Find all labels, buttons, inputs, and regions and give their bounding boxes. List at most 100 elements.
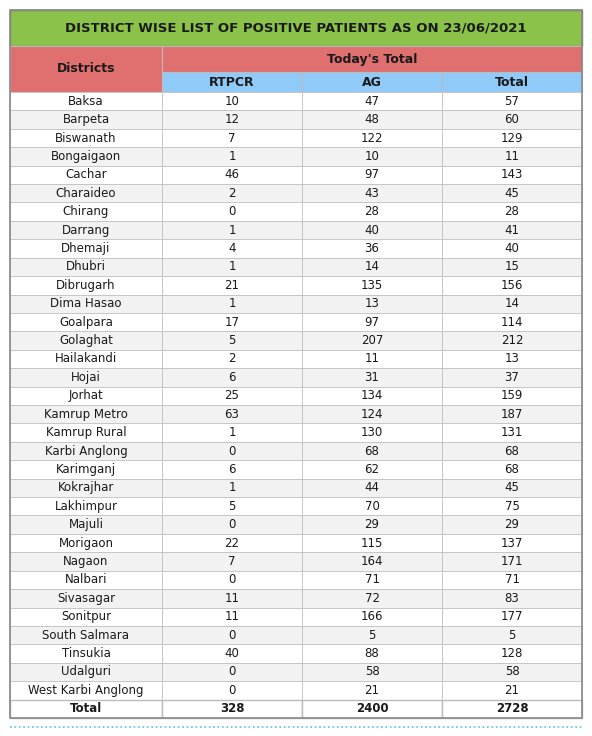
Text: 124: 124: [361, 408, 383, 421]
Bar: [162, 682, 302, 700]
Text: 131: 131: [501, 426, 523, 439]
Text: Charaideo: Charaideo: [56, 187, 116, 199]
Bar: [302, 166, 442, 184]
Text: Morigaon: Morigaon: [59, 537, 114, 550]
Text: 0: 0: [229, 518, 236, 531]
Bar: [10, 644, 162, 662]
Text: Nagaon: Nagaon: [63, 555, 109, 568]
Text: 40: 40: [504, 242, 519, 255]
Text: 1: 1: [229, 261, 236, 273]
Text: Nalbari: Nalbari: [65, 573, 107, 587]
Bar: [442, 386, 582, 405]
Bar: [162, 534, 302, 552]
Text: 135: 135: [361, 279, 383, 291]
Bar: [442, 202, 582, 221]
Text: 25: 25: [224, 389, 239, 403]
Bar: [442, 110, 582, 129]
Text: 0: 0: [229, 573, 236, 587]
Text: Goalpara: Goalpara: [59, 316, 113, 329]
Text: Sivasagar: Sivasagar: [57, 592, 115, 605]
Bar: [442, 221, 582, 239]
Bar: [10, 682, 162, 700]
Bar: [442, 184, 582, 202]
Bar: [302, 497, 442, 515]
Text: 11: 11: [365, 353, 379, 366]
Text: 2: 2: [229, 187, 236, 199]
Bar: [10, 276, 162, 294]
Bar: [302, 110, 442, 129]
Bar: [10, 607, 162, 626]
Bar: [10, 626, 162, 644]
Text: Cachar: Cachar: [65, 169, 107, 181]
Text: 31: 31: [365, 371, 379, 384]
Text: DISTRICT WISE LIST OF POSITIVE PATIENTS AS ON 23/06/2021: DISTRICT WISE LIST OF POSITIVE PATIENTS …: [65, 21, 527, 35]
Bar: [10, 202, 162, 221]
Bar: [10, 497, 162, 515]
Text: Dibrugarh: Dibrugarh: [56, 279, 116, 291]
Text: 0: 0: [229, 445, 236, 458]
Bar: [10, 423, 162, 442]
Text: 83: 83: [504, 592, 519, 605]
Text: 159: 159: [501, 389, 523, 403]
Bar: [442, 166, 582, 184]
Text: 57: 57: [504, 95, 519, 107]
Text: 171: 171: [501, 555, 523, 568]
Text: 11: 11: [504, 150, 520, 163]
Text: Dhemaji: Dhemaji: [62, 242, 111, 255]
Bar: [162, 497, 302, 515]
Text: Golaghat: Golaghat: [59, 334, 113, 347]
Bar: [162, 166, 302, 184]
Text: 5: 5: [368, 629, 376, 642]
Bar: [442, 258, 582, 276]
Text: 187: 187: [501, 408, 523, 421]
Bar: [162, 221, 302, 239]
Text: Dhubri: Dhubri: [66, 261, 106, 273]
Text: 88: 88: [365, 647, 379, 660]
Text: 36: 36: [365, 242, 379, 255]
Bar: [442, 700, 582, 718]
Bar: [302, 626, 442, 644]
Text: Baksa: Baksa: [68, 95, 104, 107]
Bar: [302, 700, 442, 718]
Bar: [162, 644, 302, 662]
Bar: [442, 239, 582, 258]
Text: 68: 68: [504, 445, 519, 458]
Text: 128: 128: [501, 647, 523, 660]
Bar: [302, 368, 442, 386]
Bar: [442, 72, 582, 92]
Bar: [162, 368, 302, 386]
Bar: [10, 331, 162, 350]
Bar: [302, 552, 442, 570]
Text: 10: 10: [365, 150, 379, 163]
Text: AG: AG: [362, 76, 382, 88]
Bar: [162, 202, 302, 221]
Bar: [302, 607, 442, 626]
Text: 14: 14: [504, 297, 520, 311]
Text: 7: 7: [229, 555, 236, 568]
Bar: [162, 552, 302, 570]
Text: 7: 7: [229, 132, 236, 144]
Text: 137: 137: [501, 537, 523, 550]
Bar: [10, 294, 162, 313]
Bar: [442, 276, 582, 294]
Text: 122: 122: [361, 132, 383, 144]
Bar: [162, 294, 302, 313]
Text: 45: 45: [504, 481, 519, 495]
Bar: [302, 423, 442, 442]
Text: South Salmara: South Salmara: [43, 629, 130, 642]
Text: Karimganj: Karimganj: [56, 463, 116, 476]
Text: 1: 1: [229, 150, 236, 163]
Text: 129: 129: [501, 132, 523, 144]
Text: Chirang: Chirang: [63, 205, 109, 218]
Text: 60: 60: [504, 113, 519, 126]
Text: Kamrup Metro: Kamrup Metro: [44, 408, 128, 421]
Text: 28: 28: [504, 205, 519, 218]
Text: Kamrup Rural: Kamrup Rural: [46, 426, 126, 439]
Bar: [442, 478, 582, 497]
Bar: [10, 368, 162, 386]
Text: 62: 62: [365, 463, 379, 476]
Bar: [302, 184, 442, 202]
Text: Dima Hasao: Dima Hasao: [50, 297, 122, 311]
Text: 6: 6: [229, 371, 236, 384]
Bar: [442, 662, 582, 682]
